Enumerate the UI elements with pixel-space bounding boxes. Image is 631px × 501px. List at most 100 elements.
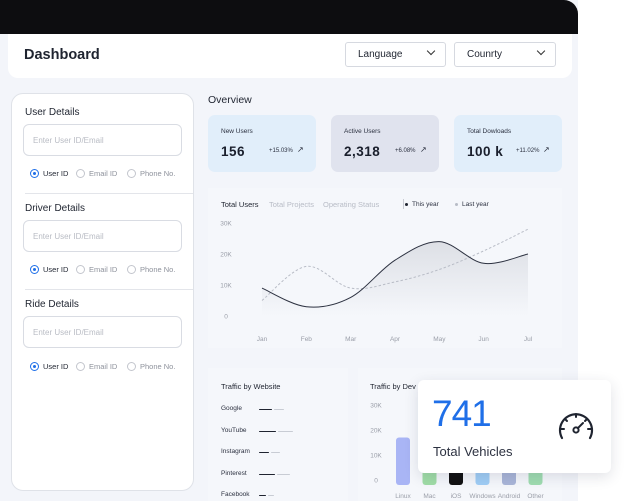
legend-last-year: Last year bbox=[455, 201, 489, 208]
website-bar-remainder bbox=[268, 495, 274, 497]
x-tick-label: iOS bbox=[451, 493, 463, 500]
website-bar bbox=[259, 452, 269, 454]
total-vehicles-card: 741 Total Vehicles bbox=[418, 380, 611, 473]
stat-label: Total Dowloads bbox=[467, 128, 512, 135]
stat-change: +11.02% bbox=[516, 148, 540, 154]
users-chart-panel: Total Users Total Projects Operating Sta… bbox=[208, 188, 562, 348]
stat-value: 156 bbox=[221, 144, 246, 159]
radio-phone-no[interactable]: Phone No. bbox=[127, 265, 175, 274]
user-search-type: User ID Email ID Phone No. bbox=[30, 169, 190, 181]
country-select-label: Counrty bbox=[467, 49, 503, 60]
x-tick-label: Apr bbox=[390, 336, 401, 343]
website-row: YouTube bbox=[221, 427, 331, 437]
website-bar bbox=[259, 409, 272, 411]
driver-search-input[interactable]: Enter User ID/Email bbox=[23, 220, 182, 252]
website-name: Pinterest bbox=[221, 469, 247, 477]
radio-user-id[interactable]: User ID bbox=[30, 362, 68, 371]
y-tick-label: 20K bbox=[370, 428, 382, 435]
radio-user-id[interactable]: User ID bbox=[30, 265, 68, 274]
divider bbox=[25, 193, 193, 194]
users-line-chart: 0 10K 20K 30K Jan Feb Mar Apr May Jun Jul bbox=[220, 221, 533, 344]
driver-details-title: Driver Details bbox=[25, 203, 86, 214]
x-tick-label: Mac bbox=[423, 493, 436, 500]
x-tick-label: Android bbox=[498, 493, 521, 500]
x-tick-label: Jul bbox=[524, 336, 533, 343]
total-vehicles-value: 741 bbox=[432, 393, 492, 434]
top-bar bbox=[0, 0, 578, 34]
ride-search-placeholder: Enter User ID/Email bbox=[33, 328, 104, 337]
app-window: Dashboard Language Counrty User Details … bbox=[0, 0, 578, 501]
x-tick-label: Linux bbox=[395, 493, 411, 500]
country-select[interactable]: Counrty bbox=[454, 42, 556, 67]
stat-label: New Users bbox=[221, 128, 253, 135]
header: Dashboard Language Counrty bbox=[8, 34, 572, 78]
tab-total-users[interactable]: Total Users bbox=[221, 200, 259, 209]
x-tick-label: Other bbox=[527, 493, 544, 500]
driver-search-placeholder: Enter User ID/Email bbox=[33, 232, 104, 241]
x-tick-label: Mar bbox=[345, 336, 357, 343]
user-search-placeholder: Enter User ID/Email bbox=[33, 136, 104, 145]
stat-value: 2,318 bbox=[344, 144, 381, 159]
stat-card-total-downloads[interactable]: Total Dowloads 100 k +11.02% ↗ bbox=[454, 115, 562, 172]
stat-value: 100 k bbox=[467, 144, 504, 159]
website-bar bbox=[259, 430, 276, 432]
website-row: Google bbox=[221, 405, 331, 415]
y-tick-label: 0 bbox=[224, 314, 228, 321]
radio-user-id[interactable]: User ID bbox=[30, 169, 68, 178]
ride-search-type: User ID Email ID Phone No. bbox=[30, 362, 190, 374]
website-name: YouTube bbox=[221, 426, 247, 434]
radio-phone-no[interactable]: Phone No. bbox=[127, 362, 175, 371]
tab-total-projects[interactable]: Total Projects bbox=[269, 200, 315, 209]
user-search-input[interactable]: Enter User ID/Email bbox=[23, 124, 182, 156]
language-select[interactable]: Language bbox=[345, 42, 446, 67]
total-vehicles-label: Total Vehicles bbox=[433, 444, 513, 459]
website-bar-remainder bbox=[274, 409, 284, 411]
x-tick-label: Feb bbox=[301, 336, 313, 343]
overview-title: Overview bbox=[208, 94, 252, 106]
y-tick-label: 30K bbox=[220, 221, 232, 228]
trend-up-icon: ↗ bbox=[297, 145, 304, 154]
radio-email-id[interactable]: Email ID bbox=[76, 169, 117, 178]
website-name: Facebook bbox=[221, 491, 250, 498]
chevron-down-icon bbox=[536, 46, 546, 56]
stat-card-active-users[interactable]: Active Users 2,318 +6.08% ↗ bbox=[331, 115, 439, 172]
y-tick-label: 0 bbox=[374, 478, 378, 485]
x-tick-label: Jan bbox=[257, 336, 268, 343]
ride-search-input[interactable]: Enter User ID/Email bbox=[23, 316, 182, 348]
website-bar-remainder bbox=[271, 452, 280, 454]
user-details-title: User Details bbox=[25, 107, 80, 118]
tab-operating-status[interactable]: Operating Status bbox=[323, 200, 380, 209]
radio-email-id[interactable]: Email ID bbox=[76, 265, 117, 274]
tab-separator bbox=[403, 199, 404, 209]
page-title: Dashboard bbox=[24, 47, 100, 63]
website-bar bbox=[259, 473, 275, 475]
chevron-down-icon bbox=[426, 46, 436, 56]
device-bar bbox=[396, 437, 410, 485]
trend-up-icon: ↗ bbox=[420, 145, 427, 154]
speedometer-icon bbox=[558, 413, 594, 440]
y-tick-label: 30K bbox=[370, 403, 382, 410]
website-bar-remainder bbox=[277, 473, 290, 475]
trend-up-icon: ↗ bbox=[543, 145, 550, 154]
y-tick-label: 20K bbox=[220, 252, 232, 259]
x-tick-label: Windows bbox=[469, 493, 496, 500]
search-sidebar: User Details Enter User ID/Email User ID… bbox=[11, 93, 194, 491]
ride-details-title: Ride Details bbox=[25, 299, 79, 310]
this-year-area bbox=[262, 241, 528, 316]
website-name: Google bbox=[221, 405, 242, 412]
website-row: Instagram bbox=[221, 448, 331, 458]
divider bbox=[25, 289, 193, 290]
website-row: Pinterest bbox=[221, 470, 331, 480]
x-tick-label: May bbox=[433, 336, 446, 343]
stat-card-new-users[interactable]: New Users 156 +15.03% ↗ bbox=[208, 115, 316, 172]
website-name: Instagram bbox=[221, 448, 250, 455]
website-row: Facebook bbox=[221, 491, 331, 501]
radio-email-id[interactable]: Email ID bbox=[76, 362, 117, 371]
driver-search-type: User ID Email ID Phone No. bbox=[30, 265, 190, 277]
series-line-this-year bbox=[261, 241, 529, 308]
y-tick-label: 10K bbox=[370, 453, 382, 460]
legend-this-year: This year bbox=[405, 201, 439, 208]
radio-phone-no[interactable]: Phone No. bbox=[127, 169, 175, 178]
traffic-device-title: Traffic by Dev bbox=[370, 382, 416, 391]
traffic-by-website-panel: Traffic by Website Google YouTube Instagra… bbox=[208, 368, 348, 501]
